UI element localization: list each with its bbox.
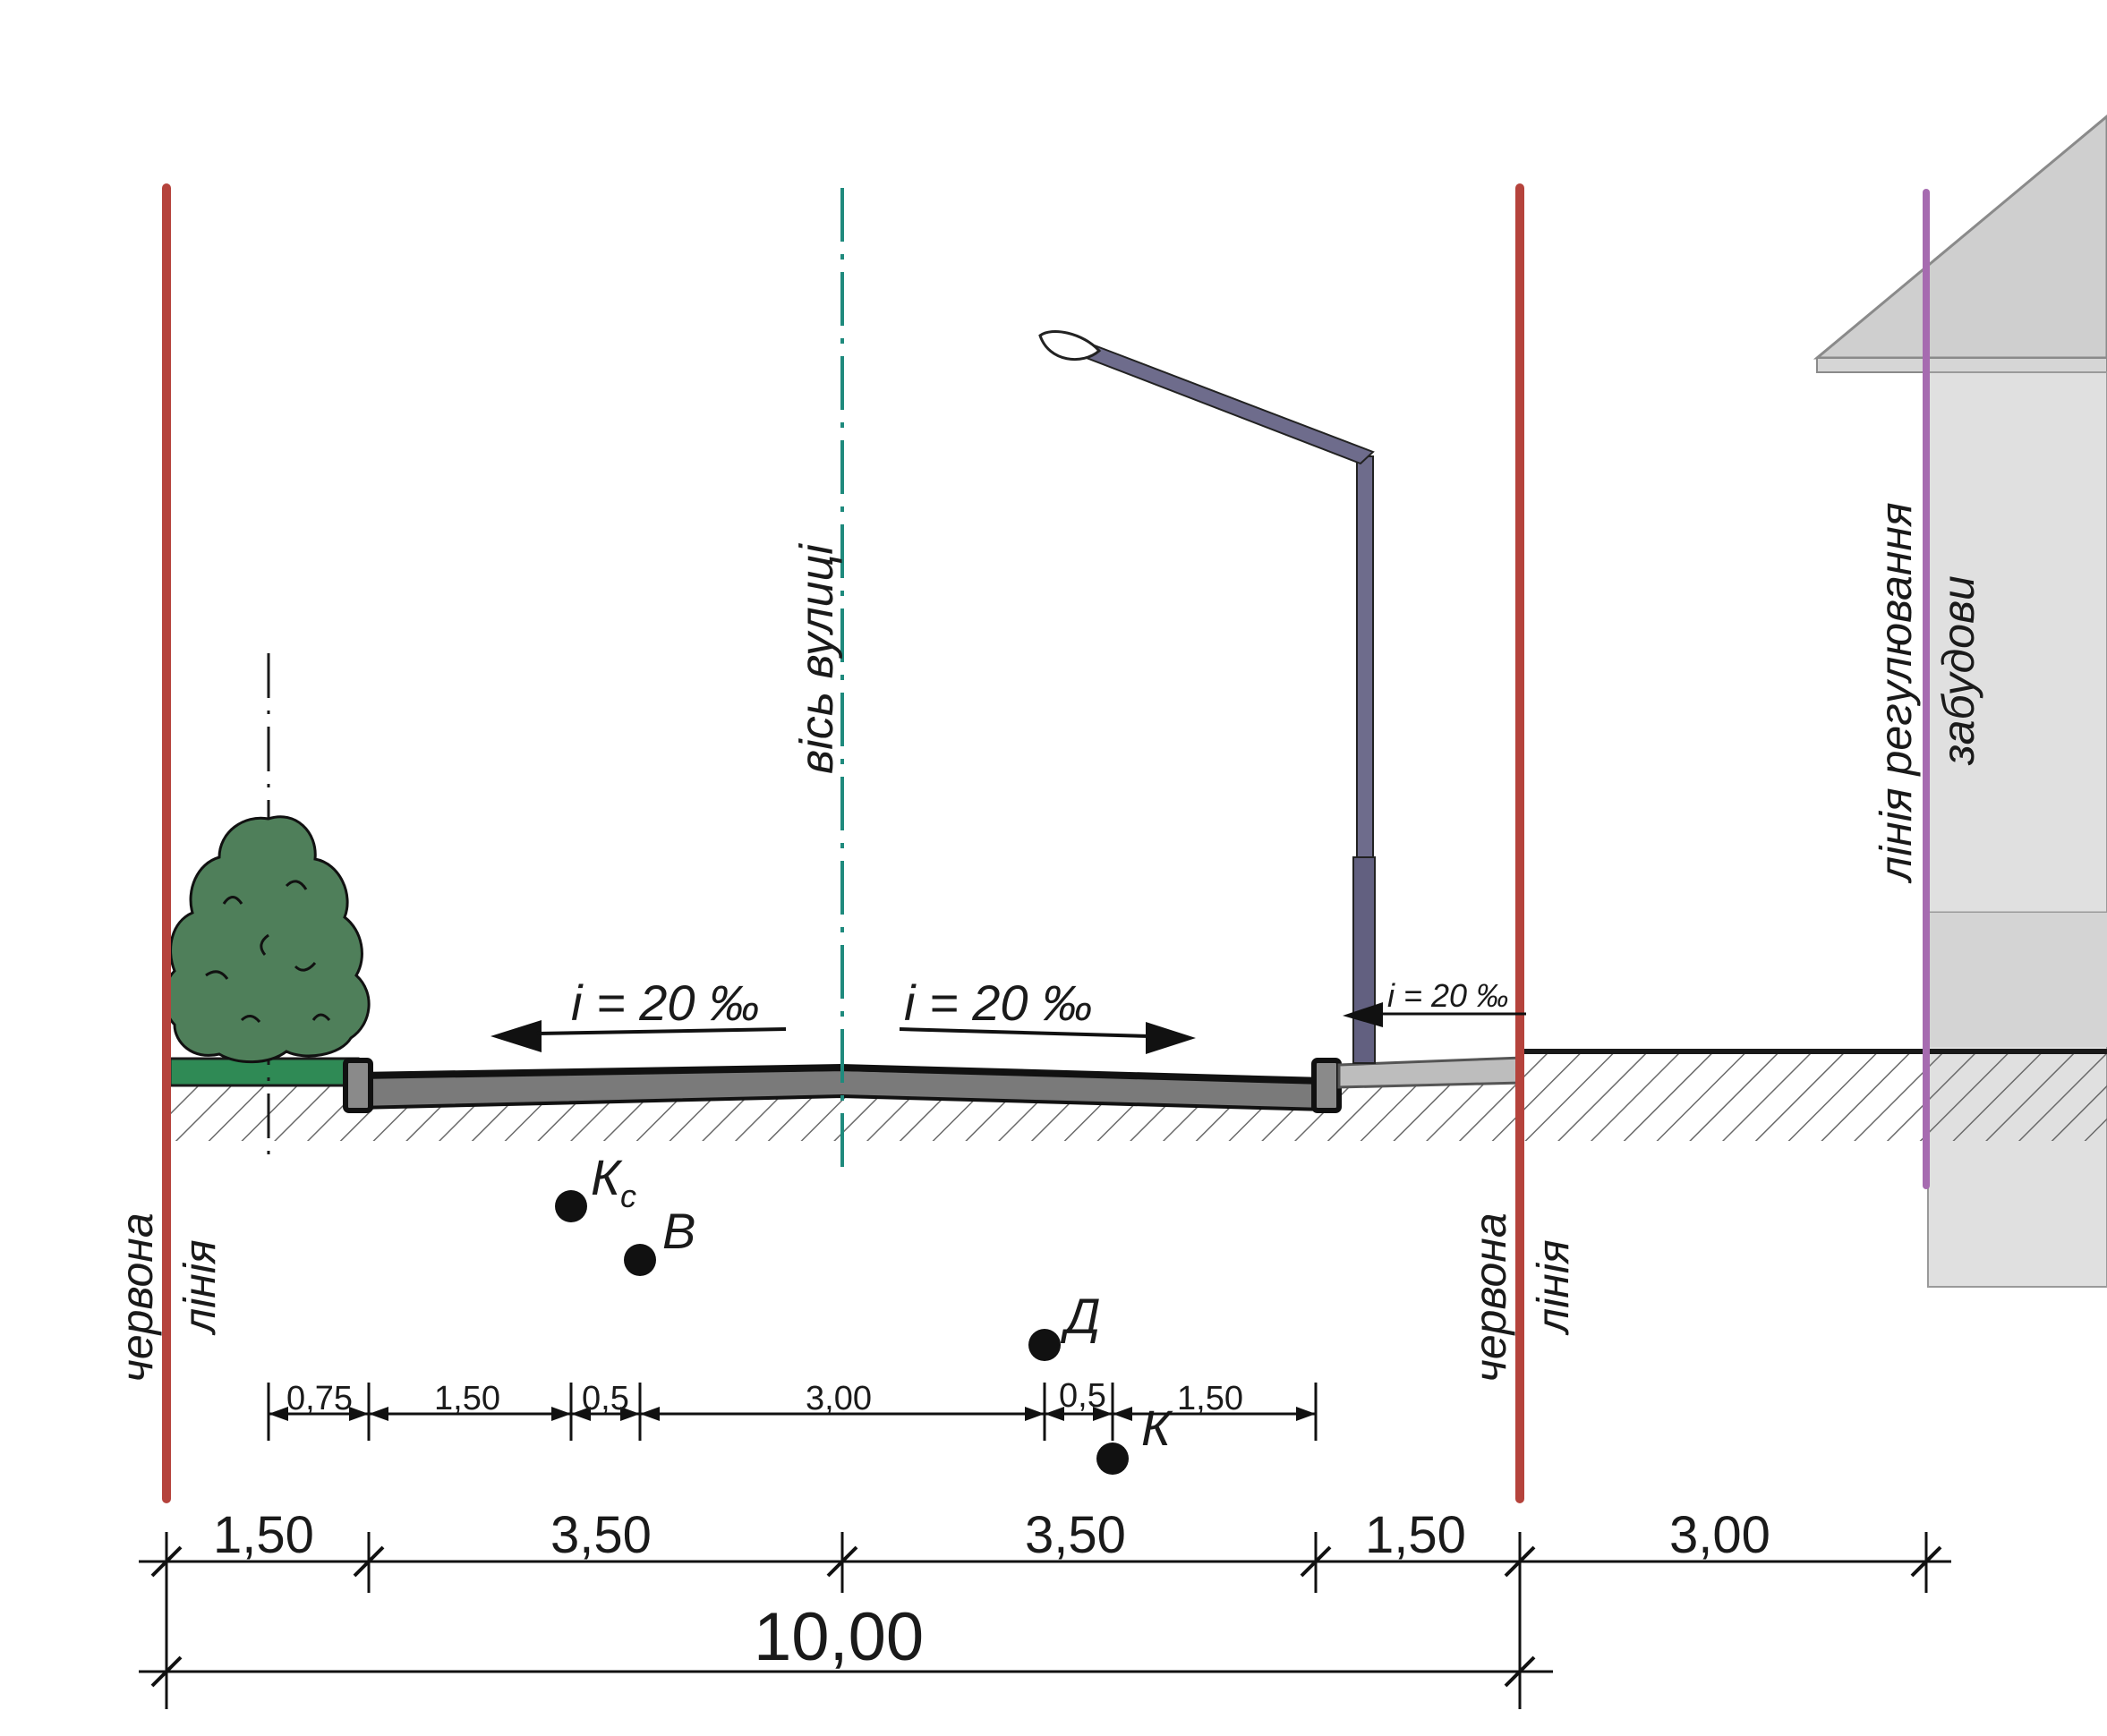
slope-left-arrowhead <box>490 1020 542 1052</box>
dim-total-label: 10,00 <box>754 1599 924 1675</box>
dim-small-arrows <box>269 1407 1316 1421</box>
dim-total-slash-left <box>150 1655 183 1688</box>
red-line-right-label-1: червона <box>1465 1213 1515 1383</box>
lamp-base <box>1352 856 1376 1064</box>
red-line-left-label-1: червона <box>112 1213 162 1383</box>
lamp-head <box>1038 330 1102 362</box>
dim-main-3: 1,50 <box>1365 1506 1466 1564</box>
roof-fascia <box>1816 357 2107 373</box>
utility-v-label: В <box>662 1203 695 1259</box>
house <box>1813 115 2107 1288</box>
lamp-pole <box>1356 455 1374 858</box>
utilities: Кс В Д К <box>555 1149 1173 1475</box>
dimension-chain-small <box>267 1383 1318 1441</box>
ground-hatch-right <box>1522 1051 2107 1141</box>
house-roof <box>1813 115 2107 360</box>
tree <box>163 653 371 1154</box>
dimension-chain-main <box>139 1532 1951 1709</box>
house-plinth <box>1928 913 2107 1047</box>
slope-left: i = 20 ‰ <box>490 974 787 1052</box>
dim-main-0: 1,50 <box>213 1506 314 1564</box>
utility-d-dot <box>1028 1329 1061 1361</box>
utility-k-label: К <box>1141 1400 1173 1456</box>
curb-left <box>343 1058 373 1113</box>
red-line-left-label-2: лінія <box>175 1239 225 1336</box>
dim-small-3: 3,00 <box>806 1380 872 1417</box>
slope-right: i = 20 ‰ <box>899 974 1196 1054</box>
utility-kc-label: Кс <box>591 1149 636 1214</box>
utility-k-dot <box>1096 1442 1129 1475</box>
house-wall <box>1927 371 2107 1288</box>
tree-foliage-detail <box>205 880 331 1024</box>
dim-main-2: 3,50 <box>1025 1506 1126 1564</box>
slope-right-arrow-line <box>899 1027 1151 1038</box>
utility-kc-dot <box>555 1190 587 1222</box>
red-line-right-label-2: лінія <box>1528 1239 1578 1336</box>
dim-small-4: 0,5 <box>1059 1377 1106 1415</box>
ground-surface-right <box>1522 1049 2107 1054</box>
utility-d-label: Д <box>1060 1288 1100 1344</box>
lamp-arm <box>1085 343 1375 465</box>
dim-main-slashes <box>150 1545 1942 1578</box>
curb-right <box>1311 1058 1342 1113</box>
slope-sidewalk: i = 20 ‰ <box>1343 977 1526 1027</box>
utility-v-dot <box>624 1244 656 1276</box>
slope-right-arrowhead <box>1146 1022 1196 1054</box>
slope-left-label: i = 20 ‰ <box>571 974 759 1031</box>
dim-total-slash-right <box>1504 1655 1536 1688</box>
tree-crown <box>163 815 371 1064</box>
slope-right-label: i = 20 ‰ <box>904 974 1092 1031</box>
street-axis-label: вісь вулиці <box>791 543 843 774</box>
slope-sidewalk-label: i = 20 ‰ <box>1387 977 1508 1014</box>
street-light <box>1038 330 1376 1064</box>
slope-left-arrow-line <box>536 1027 787 1035</box>
building-line-label-1: лінія регулювання <box>1871 502 1921 884</box>
dimension-total <box>139 1655 1553 1688</box>
slope-sidewalk-arrowhead <box>1343 1002 1383 1027</box>
dim-main-1: 3,50 <box>550 1506 652 1564</box>
building-line-label-2: забудови <box>1933 575 1983 766</box>
grass-strip <box>168 1057 360 1087</box>
dim-small-5: 1,50 <box>1177 1380 1243 1417</box>
dim-main-4: 3,00 <box>1669 1506 1770 1564</box>
dim-small-2: 0,5 <box>582 1380 629 1417</box>
dim-small-0: 0,75 <box>286 1380 353 1417</box>
dim-small-1: 1,50 <box>434 1380 500 1417</box>
